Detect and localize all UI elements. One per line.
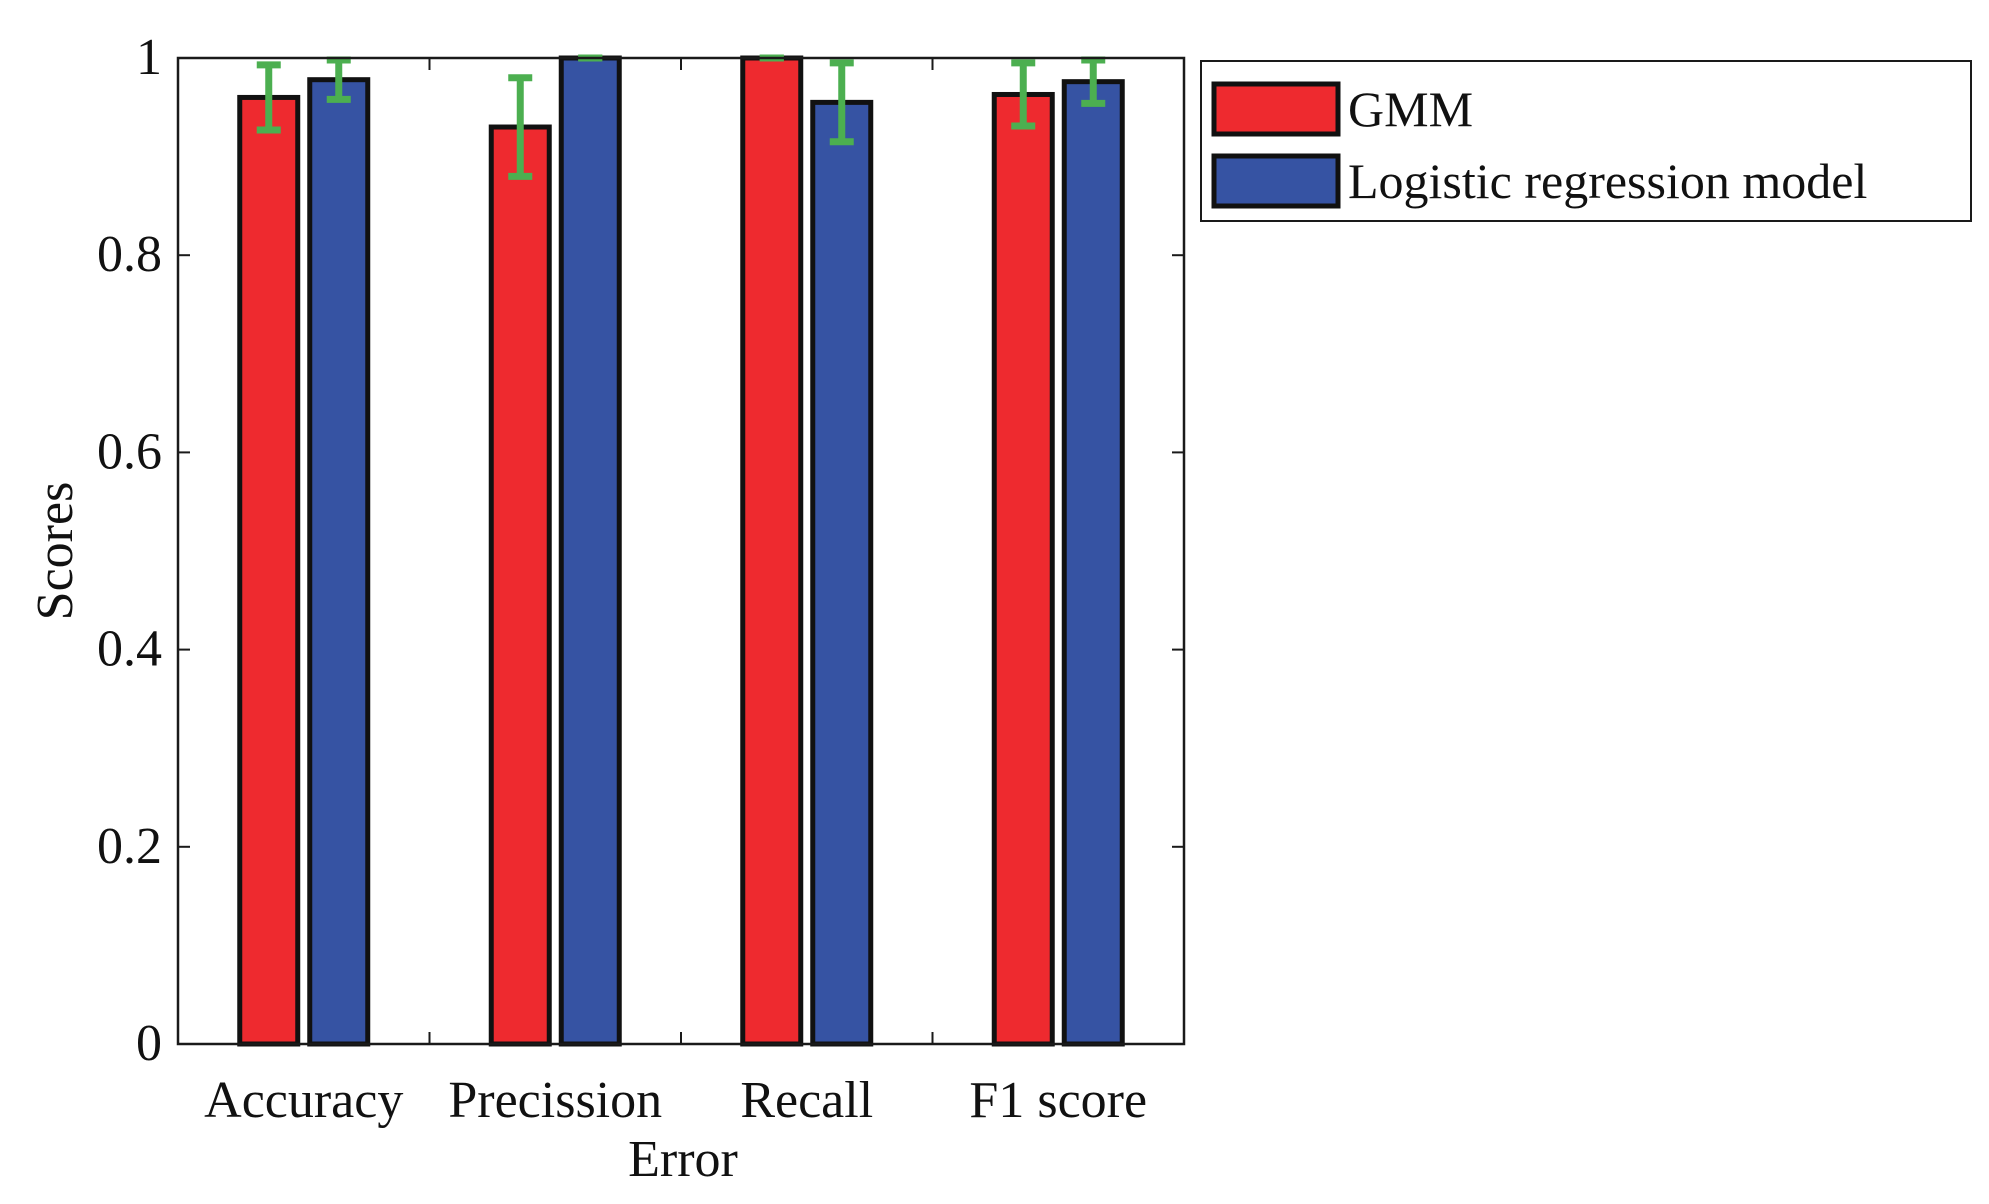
- bar-logistic-regression-model-precission: [558, 55, 622, 1047]
- error-bars-layer: [256, 54, 1106, 180]
- bars-layer: [237, 55, 1125, 1047]
- legend-label-gmm: GMM: [1348, 81, 1473, 137]
- x-tick-label: Recall: [740, 1072, 873, 1129]
- y-axis-label: Scores: [27, 482, 84, 621]
- axis-ticks: [178, 57, 1184, 1045]
- x-tick-label: Accuracy: [204, 1072, 403, 1129]
- bar-logistic-regression-model-accuracy: [307, 77, 371, 1047]
- bar-gmm-recall: [740, 55, 804, 1047]
- legend-swatch-logistic-regression: [1211, 153, 1341, 209]
- tick-labels: Accuracy Precission Recall F1 score 0 0.2 0.4 0…: [97, 29, 1147, 1129]
- bar-logistic-regression-model-recall: [810, 99, 874, 1047]
- y-tick-label: 0: [136, 1015, 162, 1072]
- bar-gmm-precission: [488, 124, 552, 1047]
- bar-gmm-accuracy: [237, 94, 301, 1047]
- bar-logistic-regression-model-f1-score: [1061, 79, 1125, 1047]
- y-tick-label: 0.8: [97, 226, 162, 283]
- y-tick-label: 0.6: [97, 423, 162, 480]
- y-tick-label: 0.2: [97, 818, 162, 875]
- y-tick-label: 0.4: [97, 621, 162, 678]
- x-tick-label: Precission: [448, 1072, 662, 1129]
- bar-gmm-f1-score: [991, 91, 1055, 1047]
- legend: GMM Logistic regression model: [1200, 60, 1972, 222]
- x-tick-label: F1 score: [969, 1072, 1147, 1129]
- x-axis-label: Error: [628, 1131, 738, 1188]
- legend-label-logistic-regression: Logistic regression model: [1348, 153, 1867, 209]
- y-tick-label: 1: [136, 29, 162, 86]
- legend-swatch-gmm: [1211, 81, 1341, 137]
